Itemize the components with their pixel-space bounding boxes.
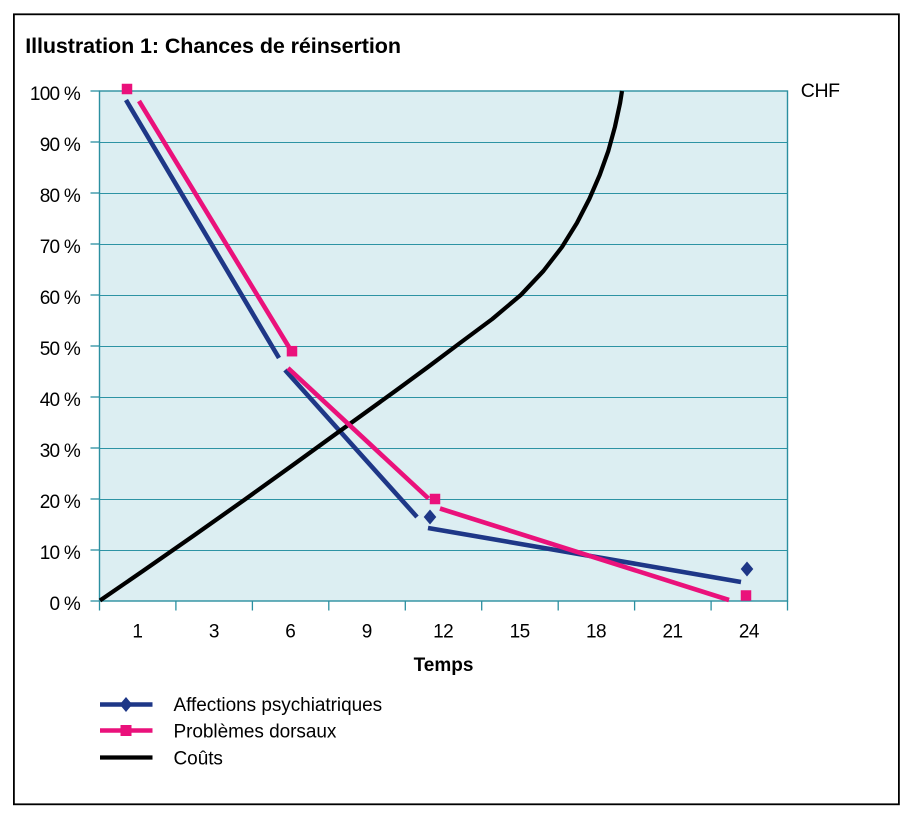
svg-text:60 %: 60 %	[40, 288, 81, 309]
svg-text:Temps: Temps	[414, 655, 474, 676]
svg-text:80 %: 80 %	[40, 186, 81, 207]
svg-text:50 %: 50 %	[40, 339, 81, 360]
svg-text:100 %: 100 %	[30, 84, 81, 105]
svg-text:30 %: 30 %	[40, 441, 81, 462]
svg-text:Problèmes dorsaux: Problèmes dorsaux	[174, 722, 337, 743]
svg-text:3: 3	[209, 622, 219, 643]
svg-text:90 %: 90 %	[40, 135, 81, 156]
svg-text:10 %: 10 %	[40, 543, 81, 564]
svg-text:Affections psychiatriques: Affections psychiatriques	[174, 695, 383, 716]
svg-text:1: 1	[132, 622, 142, 643]
svg-text:Coûts: Coûts	[174, 748, 223, 769]
svg-text:21: 21	[663, 622, 683, 643]
svg-text:24: 24	[739, 622, 760, 643]
svg-text:20 %: 20 %	[40, 492, 81, 513]
svg-text:9: 9	[362, 622, 372, 643]
svg-text:15: 15	[510, 622, 530, 643]
svg-text:0 %: 0 %	[50, 594, 81, 615]
svg-text:6: 6	[285, 622, 295, 643]
svg-text:12: 12	[433, 622, 453, 643]
svg-text:Illustration 1: Chances de réi: Illustration 1: Chances de réinsertion	[25, 34, 401, 58]
svg-text:40 %: 40 %	[40, 390, 81, 411]
svg-text:70 %: 70 %	[40, 237, 81, 258]
svg-text:CHF: CHF	[801, 80, 840, 102]
svg-text:18: 18	[586, 622, 606, 643]
